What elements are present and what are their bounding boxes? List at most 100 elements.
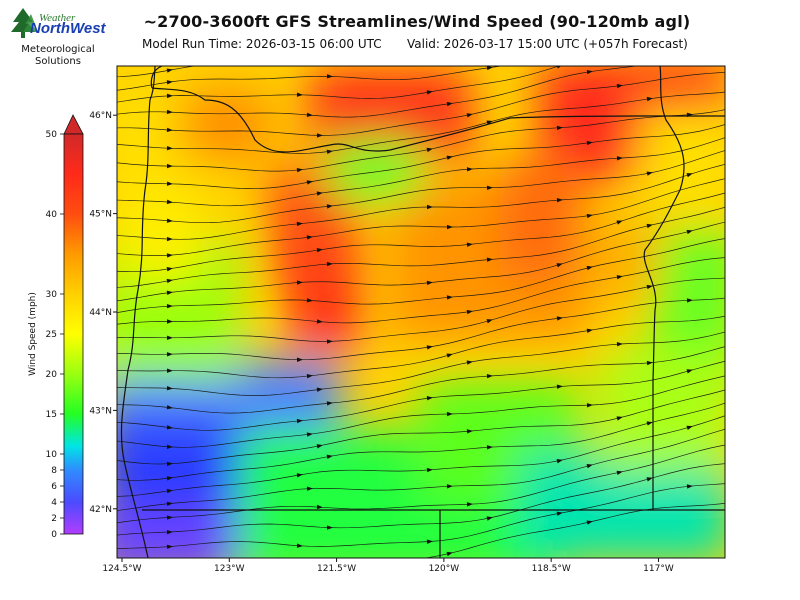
streamline-arrow [446, 411, 453, 417]
streamline-arrow [646, 360, 653, 366]
streamline-arrow [556, 125, 563, 131]
streamline-arrow [316, 444, 323, 449]
streamline-arrow [306, 486, 313, 491]
streamline-arrow [426, 467, 433, 473]
streamline [117, 66, 560, 103]
streamline [117, 389, 725, 465]
streamline-arrow [166, 146, 173, 151]
streamline-arrow [306, 180, 313, 185]
streamline-arrow [556, 459, 563, 464]
streamline-arrow [166, 68, 173, 73]
colorbar-tick-label: 20 [46, 370, 58, 380]
streamline-arrow [166, 515, 173, 520]
streamline [117, 402, 725, 481]
streamline-arrow [166, 236, 173, 242]
streamline-arrow [296, 473, 303, 478]
streamline-arrow [556, 316, 563, 321]
streamline-arrow [166, 488, 173, 494]
streamline-arrow [486, 319, 493, 324]
streamline-arrow [446, 155, 453, 160]
streamline-arrow [586, 403, 593, 408]
streamline-arrow [316, 248, 323, 253]
streamline-arrow [557, 8, 564, 13]
longitude-tick-label: 117°W [643, 564, 674, 574]
streamline [117, 315, 725, 379]
streamline-arrow [297, 26, 303, 31]
streamline-arrow [646, 421, 653, 426]
streamline-arrow [167, 56, 174, 61]
streamline-arrow [616, 156, 623, 161]
streamline-arrow [687, 37, 694, 42]
streamline-arrow [426, 147, 433, 153]
evergreen-tree-icon [11, 8, 37, 38]
streamline-arrow [616, 470, 623, 475]
streamline-arrow [686, 484, 693, 489]
streamline [117, 124, 725, 189]
streamline-arrow [586, 69, 593, 75]
streamline-arrow [427, 18, 433, 23]
streamline-arrow [686, 369, 693, 374]
streamline-arrow [166, 319, 173, 324]
streamline [117, 66, 504, 91]
streamline-arrow [426, 396, 433, 401]
streamline-arrow [556, 511, 563, 516]
colorbar-tick-label: 8 [51, 466, 57, 476]
colorbar-tick-label: 25 [46, 330, 57, 340]
streamline-arrow [686, 425, 693, 430]
streamline-arrow [316, 319, 323, 324]
colorbar-tick-label: 2 [51, 514, 57, 524]
map-title: ~2700-3600ft GFS Streamlines/Wind Speed … [143, 12, 691, 31]
streamline [117, 163, 725, 240]
streamline [117, 331, 725, 396]
streamline-arrow [586, 213, 593, 219]
streamline-arrow [447, 39, 453, 44]
streamline-arrow [426, 539, 433, 544]
streamline-arrow [167, 559, 173, 564]
streamline-arrow [166, 425, 173, 430]
streamline-arrow [306, 298, 313, 303]
streamline-arrow [426, 345, 433, 350]
streamline-arrow [616, 275, 623, 280]
streamline-arrow [166, 386, 173, 391]
streamline-arrow [296, 92, 303, 97]
streamline-arrow [166, 544, 173, 550]
longitude-tick-label: 124.5°W [102, 564, 141, 574]
streamline-arrow [306, 432, 313, 437]
colorbar-tick-label: 10 [46, 450, 58, 460]
colorbar-gradient [63, 133, 84, 535]
streamline-arrow [166, 93, 173, 99]
streamline [117, 360, 725, 431]
streamline-arrow [556, 384, 563, 389]
streamline [117, 297, 725, 361]
streamline [117, 238, 725, 313]
idaho-border [643, 66, 685, 510]
logo-line-meteorological: Meteorological [21, 44, 95, 55]
state-borders [120, 66, 725, 558]
streamline-arrow [616, 341, 623, 347]
colorbar-tick-label: 6 [51, 482, 57, 492]
latitude-tick-label: 43°N [89, 406, 112, 416]
streamline-arrow [646, 223, 653, 229]
streamline-arrow [646, 284, 653, 290]
streamline-arrow [317, 56, 323, 61]
streamline-arrow [467, 53, 474, 58]
streamline-arrow [326, 339, 333, 344]
streamline-arrow [586, 464, 593, 469]
streamline [117, 444, 725, 524]
streamline-arrow [296, 357, 303, 362]
streamline [117, 346, 725, 414]
colorbar-tick-label: 30 [46, 290, 58, 300]
streamline-arrow [446, 224, 453, 230]
model-run-time: Model Run Time: 2026-03-15 06:00 UTC [142, 37, 382, 51]
streamline [117, 109, 725, 172]
streamline-arrow [616, 20, 623, 26]
longitude-tick-label: 120°W [429, 564, 460, 574]
streamline-arrow [486, 120, 493, 125]
logo-line-weather: Weather [39, 12, 76, 24]
streamline-arrow [466, 360, 473, 365]
streamline-arrow [426, 280, 433, 286]
streamline [117, 375, 725, 448]
streamline-arrow [556, 198, 563, 203]
colorbar-tick-label: 15 [46, 410, 57, 420]
